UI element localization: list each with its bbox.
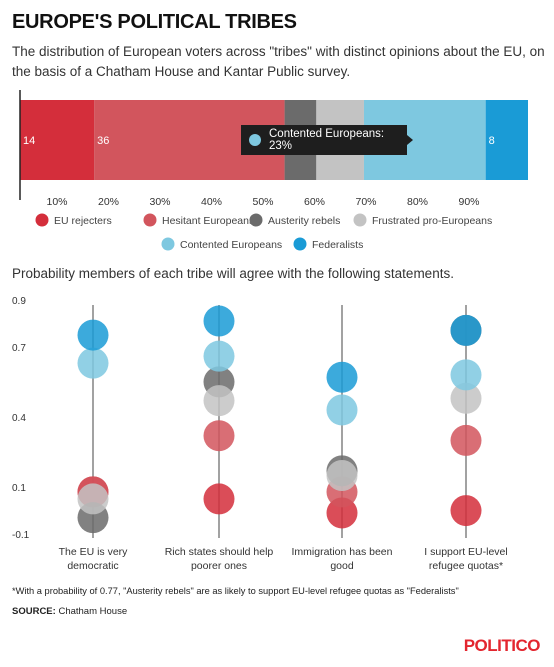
x-tick-label: 70% <box>355 196 376 208</box>
bar-label-0: 14 <box>23 135 35 147</box>
legend-label-4: Contented Europeans <box>180 239 282 251</box>
category-label-1: Rich states should help <box>165 546 274 558</box>
x-tick-label: 80% <box>407 196 428 208</box>
source-text: Chatham House <box>58 606 128 617</box>
dot-5-2 <box>326 361 358 393</box>
legend-swatch-3 <box>353 213 367 227</box>
legend-label-2: Austerity rebels <box>268 215 340 227</box>
x-tick-label: 30% <box>149 196 170 208</box>
category-label-0: democratic <box>67 560 118 572</box>
hover-tooltip: Contented Europeans: 23% <box>241 125 413 155</box>
dot-0-3 <box>450 495 482 527</box>
y-tick-label: 0.1 <box>12 483 26 494</box>
legend-label-3: Frustrated pro-Europeans <box>372 215 492 227</box>
legend-label-0: EU rejecters <box>54 215 112 227</box>
legend-swatch-5 <box>293 237 307 251</box>
dot-3-0 <box>77 483 109 515</box>
legend-label-5: Federalists <box>312 239 363 251</box>
dot-5-0 <box>77 319 109 351</box>
dot-1-3 <box>450 424 482 456</box>
y-tick-label: 0.9 <box>12 296 26 307</box>
chart-title: EUROPE'S POLITICAL TRIBES <box>12 11 297 33</box>
category-label-2: Immigration has been <box>292 546 393 558</box>
y-tick-label: 0.4 <box>12 413 26 424</box>
y-tick-label: -0.1 <box>12 530 30 541</box>
category-label-3: refugee quotas* <box>429 560 503 572</box>
politico-logo: POLITICO <box>463 636 541 655</box>
chart-subtitle: The distribution of European voters acro… <box>12 44 545 79</box>
dot-3-1 <box>203 385 235 417</box>
tooltip-swatch <box>249 134 261 146</box>
x-tick-label: 60% <box>304 196 325 208</box>
dot-5-1 <box>203 305 235 337</box>
tooltip-label: Contented Europeans: 23% <box>269 128 385 152</box>
bar-label-5: 8 <box>489 135 495 147</box>
dot-1-1 <box>203 420 235 452</box>
category-label-0: The EU is very <box>59 546 129 558</box>
x-tick-label: 90% <box>458 196 479 208</box>
source-label: SOURCE: <box>12 606 56 617</box>
dot-3-2 <box>326 460 358 491</box>
dot-4-2 <box>326 394 358 426</box>
section-title: Probability members of each tribe will a… <box>12 266 454 281</box>
legend-swatch-4 <box>161 237 175 251</box>
x-tick-label: 40% <box>201 196 222 208</box>
dot-3-3 <box>450 382 482 414</box>
dot-4-3 <box>450 359 482 391</box>
dot-4-0 <box>77 347 109 379</box>
legend-swatch-2 <box>249 213 263 227</box>
bar-segment-5 <box>485 100 528 180</box>
x-tick-label: 10% <box>46 196 67 208</box>
legend-swatch-1 <box>143 213 157 227</box>
y-tick-label: 0.7 <box>12 343 26 354</box>
legend-label-1: Hesitant Europeans <box>162 215 254 227</box>
category-label-3: I support EU-level <box>424 546 507 558</box>
source-line: SOURCE: Chatham House <box>12 606 127 617</box>
x-tick-label: 20% <box>98 196 119 208</box>
bar-label-1: 36 <box>97 135 109 147</box>
dot-5-3 <box>450 314 482 346</box>
x-tick-label: 50% <box>252 196 273 208</box>
category-label-2: good <box>330 560 354 572</box>
dot-0-1 <box>203 483 235 515</box>
category-label-1: poorer ones <box>191 560 247 572</box>
bar-segment-0 <box>20 100 95 180</box>
dot-4-1 <box>203 340 235 372</box>
footnote: *With a probability of 0.77, "Austerity … <box>12 586 459 596</box>
legend-swatch-0 <box>35 213 49 227</box>
